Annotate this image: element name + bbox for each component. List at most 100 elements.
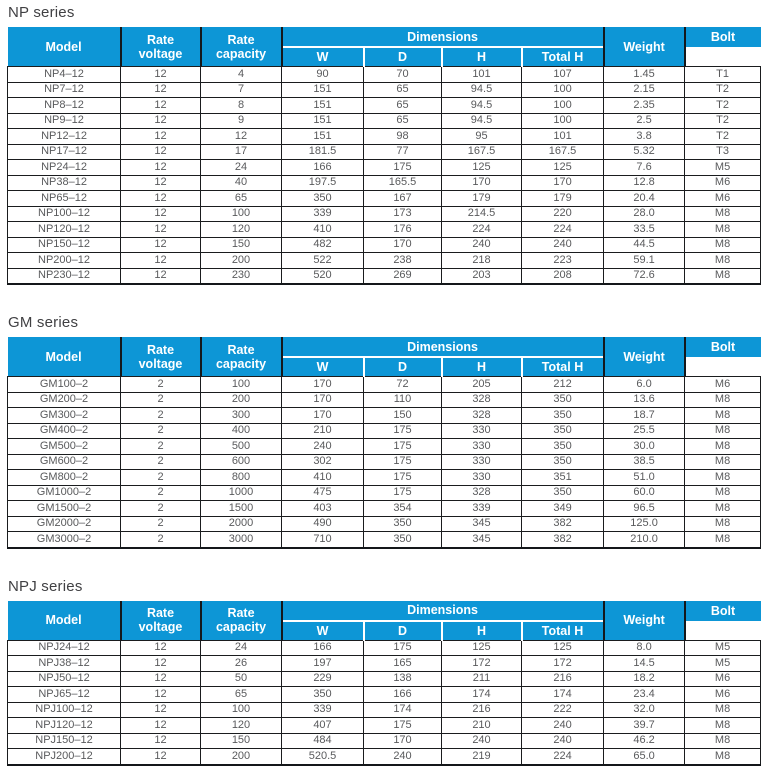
cell-bolt: M8 — [684, 267, 762, 285]
cell-bolt: M8 — [684, 515, 762, 532]
cell-dim-h: 94.5 — [441, 112, 522, 129]
gm-series-title: GM series — [8, 314, 79, 331]
cell-bolt: M6 — [684, 376, 762, 393]
cell-model: NP17–12 — [7, 143, 121, 160]
cell-dim-d: 138 — [363, 670, 442, 687]
cell-rate-voltage: 12 — [120, 686, 201, 703]
cell-dim-d: 269 — [363, 267, 442, 285]
cell-dim-h: 210 — [441, 717, 522, 734]
npj-table-row: NPJ24–12 12 24 166 175 125 125 8.0 M5 — [7, 639, 762, 656]
cell-model: NP65–12 — [7, 190, 121, 207]
cell-model: NPJ200–12 — [7, 748, 121, 766]
cell-rate-capacity: 26 — [200, 655, 282, 672]
cell-model: NP7–12 — [7, 81, 121, 98]
cell-rate-capacity: 120 — [200, 717, 282, 734]
cell-model: NP9–12 — [7, 112, 121, 129]
cell-bolt: T3 — [684, 143, 762, 160]
cell-dim-d: 70 — [363, 66, 442, 83]
cell-dim-d: 65 — [363, 97, 442, 114]
cell-rate-voltage: 12 — [120, 190, 201, 207]
cell-dim-total-h: 240 — [520, 717, 605, 734]
cell-dim-h: 170 — [441, 174, 522, 191]
cell-bolt: M8 — [684, 236, 762, 253]
cell-weight: 25.5 — [603, 422, 686, 439]
col-header-dim-w: W — [281, 619, 364, 640]
cell-rate-voltage: 2 — [120, 453, 201, 470]
cell-dim-total-h: 223 — [520, 252, 605, 269]
cell-rate-voltage: 2 — [120, 469, 201, 486]
cell-bolt: M8 — [684, 469, 762, 486]
cell-dim-h: 330 — [441, 453, 522, 470]
cell-dim-d: 350 — [363, 531, 442, 549]
cell-weight: 7.6 — [603, 159, 686, 176]
cell-bolt: M8 — [684, 391, 762, 408]
col-header-dimensions-group: Dimensions — [281, 600, 605, 621]
cell-rate-capacity: 100 — [200, 376, 282, 393]
cell-dim-h: 94.5 — [441, 81, 522, 98]
cell-rate-voltage: 12 — [120, 717, 201, 734]
cell-rate-capacity: 24 — [200, 639, 282, 656]
col-header-rate-voltage: Rate voltage — [120, 337, 202, 377]
cell-model: NP4–12 — [7, 66, 121, 83]
cell-rate-capacity: 100 — [200, 205, 282, 222]
cell-model: GM500–2 — [7, 438, 121, 455]
cell-rate-voltage: 12 — [120, 267, 201, 285]
cell-dim-h: 330 — [441, 422, 522, 439]
cell-weight: 38.5 — [603, 453, 686, 470]
cell-dim-total-h: 350 — [520, 453, 605, 470]
cell-dim-total-h: 220 — [520, 205, 605, 222]
cell-weight: 65.0 — [603, 748, 686, 766]
cell-bolt: M6 — [684, 670, 762, 687]
cell-model: GM600–2 — [7, 453, 121, 470]
gm-table-row: GM500–2 2 500 240 175 330 350 30.0 M8 — [7, 438, 762, 455]
cell-dim-d: 165.5 — [363, 174, 442, 191]
np-table-row: NP9–12 12 9 151 65 94.5 100 2.5 T2 — [7, 112, 762, 129]
cell-bolt: M5 — [684, 159, 762, 176]
cell-bolt: M8 — [684, 732, 762, 749]
gm-table-row: GM400–2 2 400 210 175 330 350 25.5 M8 — [7, 422, 762, 439]
cell-bolt: T2 — [684, 81, 762, 98]
cell-dim-h: 205 — [441, 376, 522, 393]
cell-weight: 5.32 — [603, 143, 686, 160]
cell-dim-w: 151 — [281, 97, 364, 114]
np-table-row: NP4–12 12 4 90 70 101 107 1.45 T1 — [7, 66, 762, 83]
cell-dim-total-h: 100 — [520, 97, 605, 114]
cell-weight: 14.5 — [603, 655, 686, 672]
cell-model: GM1500–2 — [7, 500, 121, 517]
cell-dim-d: 175 — [363, 438, 442, 455]
cell-bolt: M8 — [684, 701, 762, 718]
cell-rate-capacity: 2000 — [200, 515, 282, 532]
cell-bolt: T2 — [684, 97, 762, 114]
cell-bolt: M6 — [684, 190, 762, 207]
cell-rate-capacity: 230 — [200, 267, 282, 285]
cell-rate-capacity: 200 — [200, 748, 282, 766]
cell-rate-voltage: 2 — [120, 515, 201, 532]
gm-table-row: GM2000–2 2 2000 490 350 345 382 125.0 M8 — [7, 515, 762, 532]
cell-bolt: M8 — [684, 453, 762, 470]
cell-rate-capacity: 3000 — [200, 531, 282, 549]
cell-dim-w: 170 — [281, 391, 364, 408]
col-header-dim-w: W — [281, 46, 364, 67]
cell-rate-voltage: 2 — [120, 422, 201, 439]
npj-table-row: NPJ100–12 12 100 339 174 216 222 32.0 M8 — [7, 701, 762, 718]
cell-rate-capacity: 1500 — [200, 500, 282, 517]
cell-bolt: M8 — [684, 500, 762, 517]
cell-rate-capacity: 17 — [200, 143, 282, 160]
cell-rate-capacity: 500 — [200, 438, 282, 455]
cell-dim-total-h: 350 — [520, 391, 605, 408]
cell-rate-capacity: 40 — [200, 174, 282, 191]
npj-series-table: Model Rate voltage Rate capacity Dimensions… — [7, 600, 762, 766]
col-header-rate-capacity: Rate capacity — [200, 337, 283, 377]
col-header-rate-capacity: Rate capacity — [200, 600, 283, 640]
cell-dim-w: 350 — [281, 686, 364, 703]
cell-dim-h: 339 — [441, 500, 522, 517]
col-header-dim-w: W — [281, 356, 364, 377]
cell-rate-capacity: 400 — [200, 422, 282, 439]
cell-dim-total-h: 350 — [520, 422, 605, 439]
cell-dim-total-h: 101 — [520, 128, 605, 145]
cell-bolt: M5 — [684, 639, 762, 656]
gm-table-row: GM600–2 2 600 302 175 330 350 38.5 M8 — [7, 453, 762, 470]
np-series-title: NP series — [8, 4, 75, 21]
cell-rate-capacity: 12 — [200, 128, 282, 145]
cell-weight: 72.6 — [603, 267, 686, 285]
